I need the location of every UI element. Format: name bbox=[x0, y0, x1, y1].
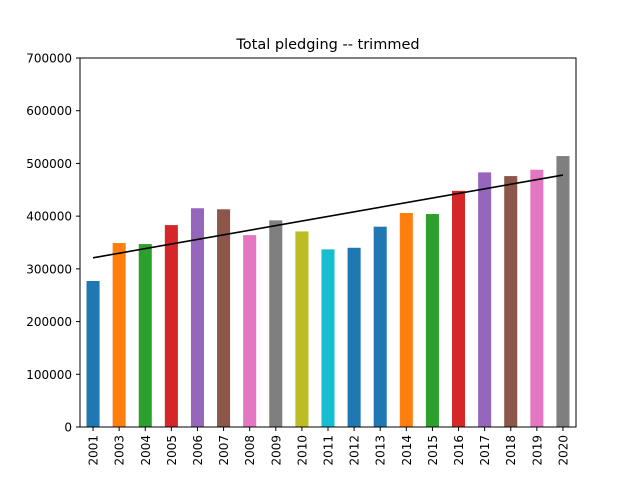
x-axis: 2001 2003 2004 2005 2006 2007 2008 2009 2010 2011… bbox=[87, 427, 570, 466]
bar-2012 bbox=[347, 247, 361, 427]
bar-2016 bbox=[452, 190, 466, 427]
x-tick-label: 2015 bbox=[426, 435, 440, 466]
bar-2018 bbox=[504, 176, 518, 427]
y-tick-label: 500000 bbox=[26, 157, 72, 171]
bar-2004 bbox=[138, 244, 152, 427]
bar-2009 bbox=[269, 220, 283, 427]
y-tick-label: 100000 bbox=[26, 368, 72, 382]
x-tick-label: 2016 bbox=[452, 435, 466, 466]
x-tick-label: 2008 bbox=[243, 435, 257, 466]
bar-2007 bbox=[217, 209, 231, 427]
y-tick-label: 700000 bbox=[26, 52, 72, 66]
bar-2008 bbox=[243, 235, 257, 427]
y-tick-label: 0 bbox=[64, 421, 72, 435]
bar-2019 bbox=[530, 169, 544, 427]
y-tick-label: 400000 bbox=[26, 210, 72, 224]
bar-2001 bbox=[86, 280, 100, 427]
y-tick-label: 200000 bbox=[26, 315, 72, 329]
x-tick-label: 2017 bbox=[478, 435, 492, 466]
x-tick-label: 2006 bbox=[191, 435, 205, 466]
x-tick-label: 2012 bbox=[348, 435, 362, 466]
y-tick-label: 300000 bbox=[26, 262, 72, 276]
x-tick-label: 2020 bbox=[556, 435, 570, 466]
bar-2015 bbox=[425, 214, 439, 427]
y-tick-label: 600000 bbox=[26, 104, 72, 118]
x-tick-label: 2018 bbox=[504, 435, 518, 466]
chart-title: Total pledging -- trimmed bbox=[235, 37, 419, 53]
trend-line bbox=[92, 174, 564, 259]
bar-2010 bbox=[295, 231, 309, 427]
x-tick-label: 2003 bbox=[113, 435, 127, 466]
bar-2005 bbox=[164, 225, 178, 427]
bar-2011 bbox=[321, 249, 335, 427]
bars-group bbox=[86, 156, 570, 428]
bar-2006 bbox=[190, 208, 204, 427]
trendline-group bbox=[92, 174, 564, 259]
x-tick-label: 2005 bbox=[165, 435, 179, 466]
x-tick-label: 2007 bbox=[217, 435, 231, 466]
x-tick-label: 2004 bbox=[139, 435, 153, 466]
bar-2003 bbox=[112, 243, 126, 427]
bar-2014 bbox=[399, 212, 413, 427]
x-tick-label: 2011 bbox=[322, 435, 336, 466]
x-tick-label: 2001 bbox=[87, 435, 101, 466]
bar-2020 bbox=[556, 156, 570, 428]
bar-2013 bbox=[373, 226, 387, 427]
y-axis: 0 100000 200000 300000 400000 500000 600000 700… bbox=[26, 52, 80, 435]
x-tick-label: 2013 bbox=[374, 435, 388, 466]
x-tick-label: 2010 bbox=[295, 435, 309, 466]
bar-2017 bbox=[478, 172, 492, 427]
x-tick-label: 2009 bbox=[269, 435, 283, 466]
x-tick-label: 2014 bbox=[400, 435, 414, 466]
x-tick-label: 2019 bbox=[530, 435, 544, 466]
